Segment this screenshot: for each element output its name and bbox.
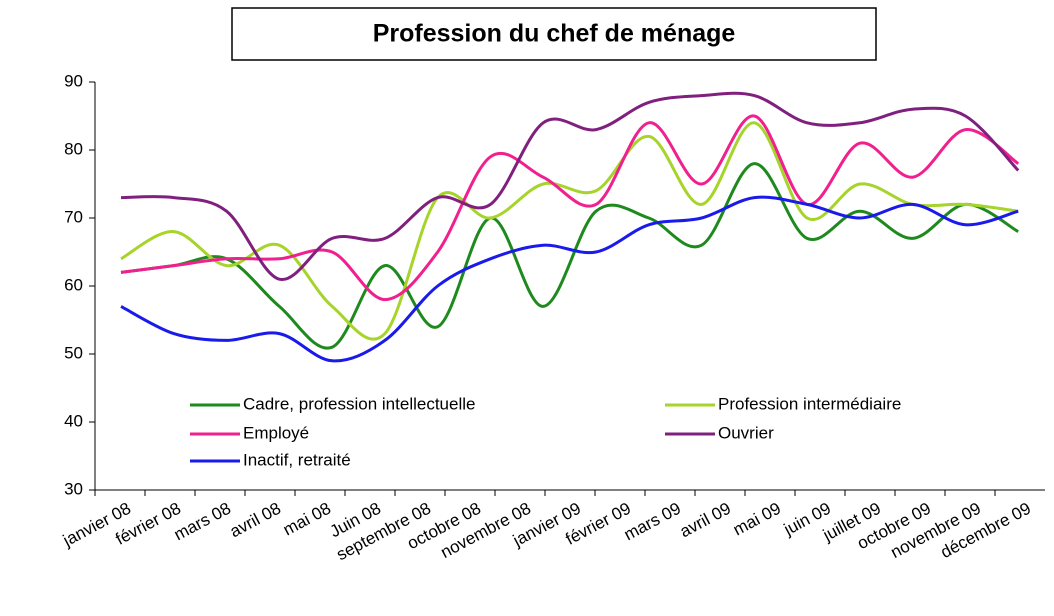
chart-title: Profession du chef de ménage <box>373 20 736 48</box>
series-line <box>120 91 1020 281</box>
x-tick-label: avril 08 <box>227 499 284 542</box>
legend-label: Profession intermédiaire <box>718 394 901 413</box>
legend-label: Employé <box>243 423 309 442</box>
x-tick-label: mai 08 <box>280 499 334 540</box>
y-tick-label: 90 <box>64 71 83 90</box>
y-tick-label: 80 <box>64 139 83 158</box>
legend-label: Ouvrier <box>718 423 774 442</box>
x-tick-label: mars 09 <box>621 499 684 545</box>
y-tick-label: 70 <box>64 207 83 226</box>
title-box <box>231 7 877 61</box>
series-line <box>120 114 1020 302</box>
x-tick-label: avril 09 <box>677 499 734 542</box>
y-tick-label: 50 <box>64 343 83 362</box>
y-tick-label: 30 <box>64 479 83 498</box>
y-tick-label: 40 <box>64 411 83 430</box>
legend-label: Inactif, retraité <box>243 450 351 469</box>
y-tick-label: 60 <box>64 275 83 294</box>
series-line <box>120 195 1019 363</box>
series-line <box>120 162 1019 350</box>
x-tick-label: mai 09 <box>730 499 784 540</box>
series-line <box>120 121 1019 341</box>
x-tick-label: mars 08 <box>171 499 234 545</box>
legend-label: Cadre, profession intellectuelle <box>243 394 475 413</box>
